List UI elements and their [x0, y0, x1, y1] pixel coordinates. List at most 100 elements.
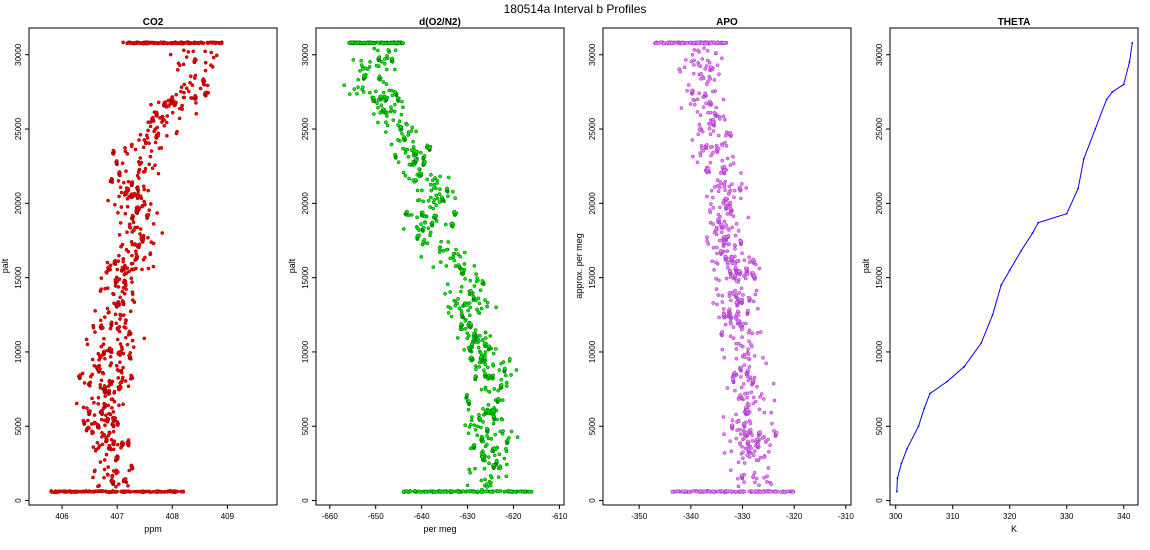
data-point — [733, 273, 737, 278]
theta-point — [917, 425, 920, 428]
data-point — [151, 264, 156, 269]
data-point — [504, 384, 509, 388]
data-point — [190, 83, 195, 88]
data-point — [502, 456, 507, 461]
y-tick-label: 5000 — [14, 417, 23, 435]
data-point — [483, 298, 487, 302]
data-point — [146, 120, 150, 125]
data-point — [385, 54, 389, 58]
data-point — [725, 156, 730, 161]
data-point — [736, 484, 741, 489]
data-point — [209, 50, 214, 55]
data-point — [131, 220, 136, 225]
data-point — [376, 105, 380, 110]
data-point — [483, 387, 488, 392]
theta-point — [1128, 61, 1131, 64]
data-point — [137, 242, 142, 246]
data-point — [139, 160, 144, 165]
data-point — [708, 160, 713, 165]
data-point — [483, 362, 488, 367]
data-point — [772, 398, 777, 403]
data-point — [734, 292, 739, 297]
data-point — [356, 77, 361, 82]
data-point — [165, 133, 169, 138]
data-point — [434, 193, 439, 198]
data-point — [719, 56, 724, 61]
data-point — [712, 110, 717, 115]
data-point — [69, 490, 73, 495]
data-point — [752, 273, 757, 278]
data-point — [705, 239, 710, 243]
data-point — [138, 194, 143, 199]
data-point — [115, 267, 120, 272]
data-point — [394, 40, 399, 45]
data-point — [100, 430, 104, 435]
data-point — [491, 362, 495, 367]
data-point — [393, 48, 398, 53]
data-point — [194, 111, 199, 116]
data-point — [731, 325, 736, 329]
data-point — [130, 261, 135, 266]
data-point — [724, 223, 728, 227]
data-point — [423, 220, 428, 225]
data-point — [114, 455, 119, 460]
data-point — [384, 67, 389, 72]
data-point — [488, 483, 493, 488]
data-point — [745, 395, 749, 400]
data-point — [712, 230, 717, 235]
data-point — [714, 227, 718, 232]
data-point — [756, 458, 761, 463]
data-point — [473, 374, 478, 378]
data-point — [699, 72, 703, 76]
data-point — [451, 252, 456, 256]
data-point — [459, 322, 464, 326]
data-point — [111, 447, 116, 452]
data-point — [182, 82, 187, 87]
theta-point — [900, 462, 903, 465]
data-point — [99, 276, 104, 280]
data-point — [734, 221, 739, 226]
data-point — [156, 132, 160, 137]
data-point — [111, 429, 116, 434]
data-point — [381, 90, 386, 95]
data-point — [142, 138, 147, 142]
data-point — [467, 333, 471, 338]
data-point — [411, 139, 415, 144]
data-point — [515, 435, 520, 440]
data-point — [709, 153, 713, 158]
data-point — [124, 189, 129, 194]
data-point — [96, 484, 100, 489]
data-point — [177, 41, 182, 45]
data-point — [744, 186, 749, 190]
data-point — [417, 198, 422, 202]
data-point — [711, 129, 716, 133]
data-point — [735, 309, 740, 314]
x-tick-label: -330 — [734, 512, 751, 521]
data-point — [758, 490, 763, 495]
data-point — [117, 324, 122, 329]
data-point — [732, 243, 737, 248]
data-point — [108, 412, 113, 417]
data-point — [716, 189, 721, 194]
data-point — [496, 396, 501, 401]
data-point — [377, 55, 382, 59]
data-point — [99, 344, 104, 349]
data-point — [700, 41, 705, 46]
data-point — [96, 366, 101, 371]
data-point — [181, 62, 186, 67]
data-point — [361, 73, 366, 78]
data-point — [707, 208, 712, 213]
y-tick-label: 15000 — [875, 266, 884, 289]
data-point — [422, 238, 427, 242]
data-point — [755, 437, 760, 441]
data-point — [719, 230, 724, 235]
data-point — [92, 363, 97, 368]
data-point — [746, 215, 751, 220]
panel-3: THETA 300 310 320 330 340 0 5000 10000 15000 20000… — [861, 17, 1139, 534]
data-point — [752, 375, 757, 380]
y-tick-label: 15000 — [14, 266, 23, 289]
data-point — [138, 41, 143, 45]
data-point — [88, 380, 93, 385]
data-point — [102, 433, 107, 437]
data-point — [755, 384, 759, 389]
